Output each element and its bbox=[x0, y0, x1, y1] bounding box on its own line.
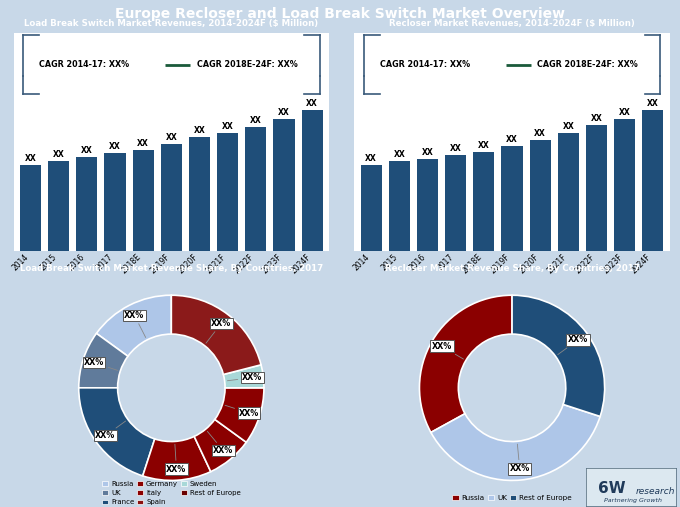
Text: XX: XX bbox=[194, 126, 205, 135]
Text: XX: XX bbox=[422, 148, 433, 157]
Text: CAGR 2014-17: XX%: CAGR 2014-17: XX% bbox=[39, 60, 129, 69]
Text: XX: XX bbox=[365, 155, 377, 163]
Text: XX: XX bbox=[647, 99, 659, 108]
Text: XX: XX bbox=[109, 141, 121, 151]
Text: research: research bbox=[636, 487, 675, 496]
Text: XX: XX bbox=[506, 135, 518, 144]
Bar bbox=[76, 157, 97, 250]
Bar bbox=[105, 153, 126, 250]
Text: XX%: XX% bbox=[95, 421, 126, 440]
Text: Recloser Market Revenue Share, By Countries, 2017: Recloser Market Revenue Share, By Countr… bbox=[385, 264, 639, 273]
Bar bbox=[273, 119, 294, 250]
Text: XX: XX bbox=[450, 144, 462, 153]
Text: XX: XX bbox=[591, 115, 602, 123]
Bar bbox=[48, 161, 69, 250]
Legend: Russia, UK, France, Germany, Italy, Spain, Sweden, Rest of Europe: Russia, UK, France, Germany, Italy, Spai… bbox=[99, 478, 243, 507]
Text: Recloser Market Revenues, 2014-2024F ($ Million): Recloser Market Revenues, 2014-2024F ($ … bbox=[389, 19, 635, 28]
Bar bbox=[217, 133, 238, 250]
Text: XX: XX bbox=[562, 122, 575, 131]
Text: XX: XX bbox=[137, 139, 149, 148]
Text: XX%: XX% bbox=[124, 311, 146, 338]
Text: XX%: XX% bbox=[509, 444, 530, 474]
Text: 6W: 6W bbox=[598, 481, 626, 496]
Wedge shape bbox=[512, 295, 605, 416]
Text: XX%: XX% bbox=[558, 336, 588, 354]
Text: XX: XX bbox=[53, 150, 65, 159]
Text: XX: XX bbox=[534, 129, 546, 138]
Bar bbox=[417, 159, 438, 250]
Wedge shape bbox=[97, 295, 171, 356]
Text: XX: XX bbox=[306, 99, 318, 108]
Text: CAGR 2014-17: XX%: CAGR 2014-17: XX% bbox=[379, 60, 470, 69]
Bar bbox=[302, 110, 323, 250]
Text: Load Break Switch Market Revenues, 2014-2024F ($ Million): Load Break Switch Market Revenues, 2014-… bbox=[24, 19, 318, 28]
Bar bbox=[614, 119, 635, 250]
Text: XX%: XX% bbox=[206, 319, 231, 343]
Text: XX%: XX% bbox=[167, 444, 186, 474]
Wedge shape bbox=[431, 405, 600, 481]
Text: XX%: XX% bbox=[432, 342, 464, 359]
Text: XX: XX bbox=[81, 146, 92, 155]
Bar bbox=[360, 165, 381, 250]
Text: XX: XX bbox=[619, 107, 630, 117]
Text: Load Break Switch Market Revenue Share, By Countries, 2017: Load Break Switch Market Revenue Share, … bbox=[20, 264, 323, 273]
Text: CAGR 2018E-24F: XX%: CAGR 2018E-24F: XX% bbox=[537, 60, 638, 69]
Text: XX: XX bbox=[278, 107, 290, 117]
Bar bbox=[364, 35, 660, 94]
Bar bbox=[189, 137, 210, 250]
Bar bbox=[23, 35, 320, 94]
Text: XX%: XX% bbox=[225, 405, 259, 417]
Text: Europe Recloser and Load Break Switch Market Overview: Europe Recloser and Load Break Switch Ma… bbox=[115, 7, 565, 21]
Text: XX: XX bbox=[394, 150, 405, 159]
Text: XX: XX bbox=[165, 133, 177, 142]
Legend: Russia, UK, Rest of Europe: Russia, UK, Rest of Europe bbox=[449, 492, 575, 504]
Wedge shape bbox=[143, 437, 211, 481]
Bar bbox=[558, 133, 579, 250]
Bar bbox=[389, 161, 410, 250]
Wedge shape bbox=[215, 388, 264, 442]
Wedge shape bbox=[79, 334, 128, 388]
Text: Partnering Growth: Partnering Growth bbox=[604, 498, 662, 503]
Bar bbox=[160, 144, 182, 250]
Wedge shape bbox=[79, 388, 155, 476]
Bar bbox=[20, 165, 41, 250]
Text: XX: XX bbox=[478, 141, 490, 150]
Bar bbox=[643, 110, 664, 250]
Text: XX: XX bbox=[24, 155, 36, 163]
Wedge shape bbox=[223, 365, 264, 388]
Bar bbox=[445, 155, 466, 250]
Bar bbox=[501, 146, 523, 250]
Text: XX: XX bbox=[222, 122, 233, 131]
Bar bbox=[133, 150, 154, 250]
Bar bbox=[530, 140, 551, 250]
Wedge shape bbox=[420, 295, 512, 432]
Text: XX%: XX% bbox=[207, 431, 233, 455]
Text: XX: XX bbox=[250, 116, 262, 125]
Text: CAGR 2018E-24F: XX%: CAGR 2018E-24F: XX% bbox=[197, 60, 297, 69]
Text: XX%: XX% bbox=[227, 373, 262, 382]
Bar bbox=[473, 152, 494, 250]
Bar bbox=[586, 126, 607, 250]
Wedge shape bbox=[171, 295, 261, 375]
Wedge shape bbox=[194, 419, 246, 472]
Bar bbox=[245, 127, 267, 250]
Text: XX%: XX% bbox=[84, 358, 118, 371]
